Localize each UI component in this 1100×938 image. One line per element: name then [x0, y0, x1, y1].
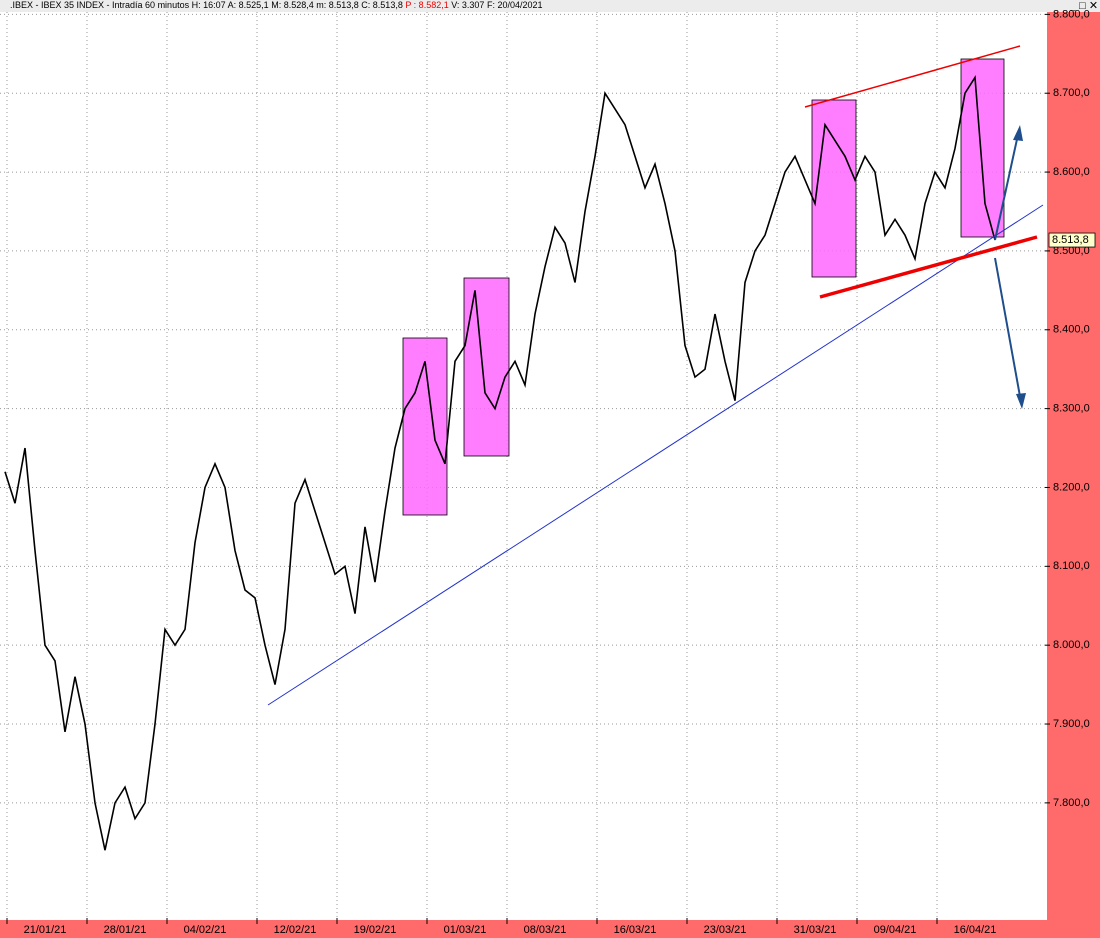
x-tick-label: 12/02/21 [274, 924, 317, 936]
header-field: V: 3.307 [451, 0, 484, 10]
arrow-head [1016, 393, 1026, 409]
header-field: M: 8.528,4 [271, 0, 314, 10]
y-tick-label: 7.900,0 [1053, 718, 1090, 730]
x-tick-label: 09/04/21 [874, 924, 917, 936]
x-tick-label: 04/02/21 [184, 924, 227, 936]
y-tick-label: 8.700,0 [1053, 87, 1090, 99]
header-field: A: 8.525,1 [228, 0, 269, 10]
header-field: H: 16:07 [192, 0, 226, 10]
highlight-box [463, 277, 510, 457]
header-field: .IBEX - IBEX 35 INDEX - Intradía 60 minu… [10, 0, 190, 10]
x-tick-label: 08/03/21 [524, 924, 567, 936]
annotations [402, 58, 1005, 516]
x-tick-label: 21/01/21 [24, 924, 67, 936]
arrow-head [1013, 125, 1023, 141]
header-field: F: 20/04/2021 [487, 0, 543, 10]
last-price-label: 8.513,8 [1052, 234, 1089, 246]
y-tick-label: 8.000,0 [1053, 639, 1090, 651]
y-tick-label: 8.300,0 [1053, 403, 1090, 415]
header-text: .IBEX - IBEX 35 INDEX - Intradía 60 minu… [10, 0, 543, 10]
x-tick-label: 16/03/21 [614, 924, 657, 936]
arrow-down [994, 257, 1022, 403]
support-line-red [819, 235, 1038, 299]
y-tick-label: 8.200,0 [1053, 481, 1090, 493]
x-tick-label: 23/03/21 [704, 924, 747, 936]
plot [4, 74, 996, 851]
y-axis-strip [1047, 12, 1100, 920]
header-field: m: 8.513,8 [316, 0, 359, 10]
highlight-box [811, 99, 857, 278]
highlight-box [960, 58, 1005, 238]
window-controls[interactable]: _ □ ✕ [1069, 0, 1098, 12]
header: .IBEX - IBEX 35 INDEX - Intradía 60 minu… [10, 0, 543, 10]
x-tick-label: 28/01/21 [104, 924, 147, 936]
price-line [4, 74, 996, 851]
header-field: C: 8.513,8 [361, 0, 403, 10]
trend-lines [267, 45, 1044, 706]
y-tick-label: 8.600,0 [1053, 166, 1090, 178]
x-axis-strip [0, 920, 1100, 938]
y-tick-label: 8.100,0 [1053, 560, 1090, 572]
support-line [267, 204, 1044, 706]
last-price-box [1048, 232, 1096, 248]
y-tick-label: 8.500,0 [1053, 245, 1090, 257]
y-tick-label: 7.800,0 [1053, 797, 1090, 809]
resistance-line [804, 45, 1021, 108]
y-tick-label: 8.400,0 [1053, 324, 1090, 336]
x-tick-label: 01/03/21 [444, 924, 487, 936]
arrow-up [994, 129, 1020, 241]
header-field: P : 8.582,1 [405, 0, 448, 10]
x-tick-label: 19/02/21 [354, 924, 397, 936]
axes: 7.800,0 7.900,0 8.000,0 8.100,0 8.200,0 8.300… [6, 8, 1096, 936]
x-tick-label: 16/04/21 [954, 924, 997, 936]
x-tick-label: 31/03/21 [794, 924, 837, 936]
y-tick-label: 8.800,0 [1053, 8, 1090, 20]
header-bar [0, 0, 1100, 12]
